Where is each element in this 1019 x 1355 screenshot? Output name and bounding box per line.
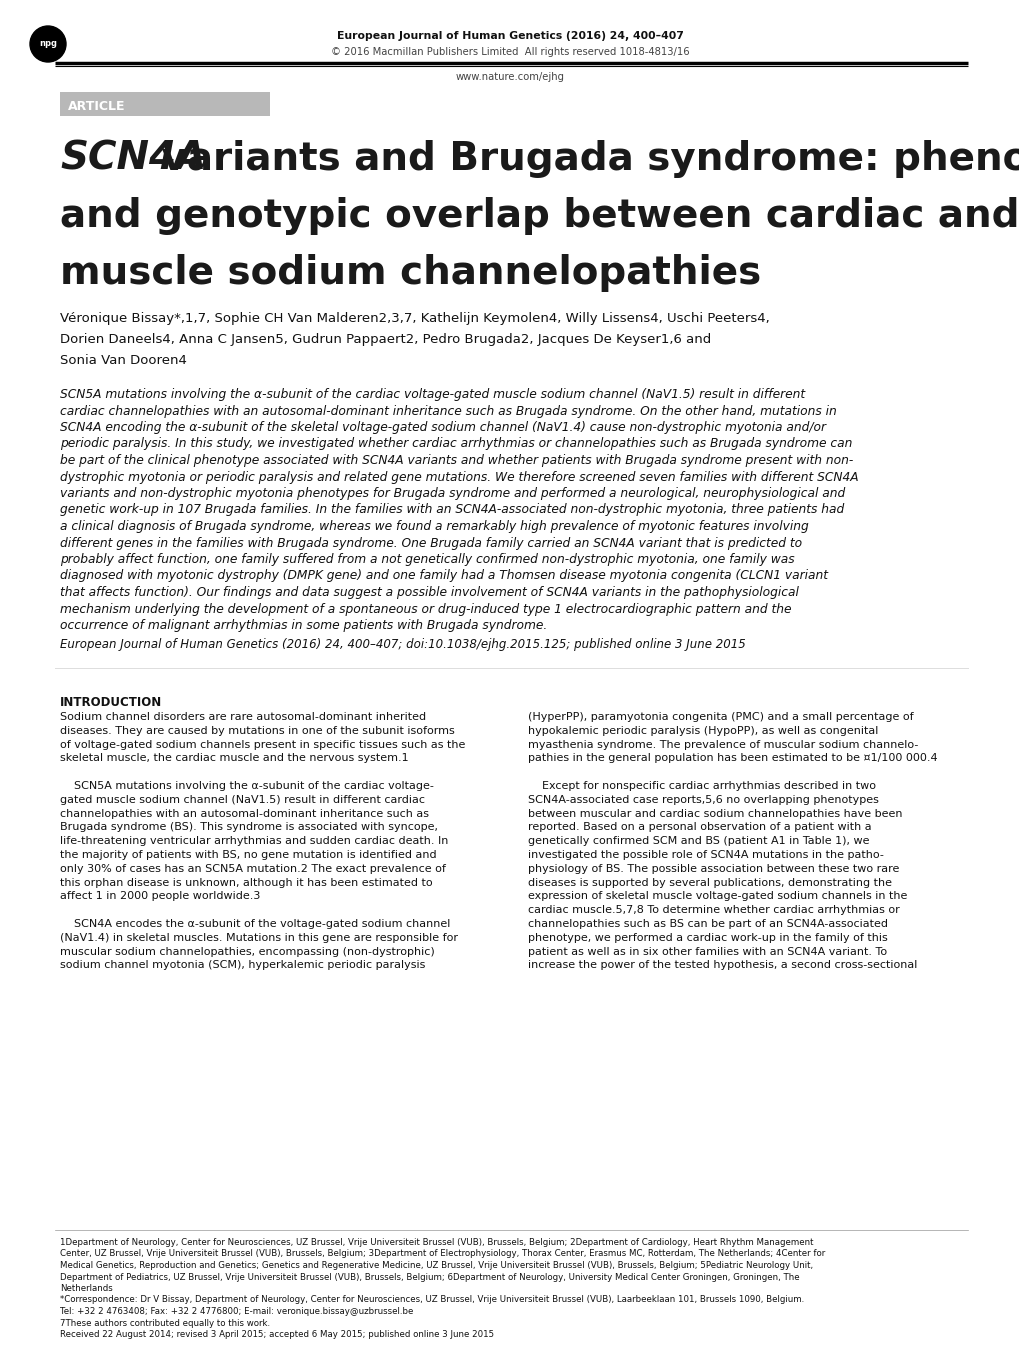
Text: phenotype, we performed a cardiac work-up in the family of this: phenotype, we performed a cardiac work-u… [528, 932, 887, 943]
Text: gated muscle sodium channel (NaV1.5) result in different cardiac: gated muscle sodium channel (NaV1.5) res… [60, 795, 425, 805]
Text: dystrophic myotonia or periodic paralysis and related gene mutations. We therefo: dystrophic myotonia or periodic paralysi… [60, 470, 858, 484]
Text: muscle sodium channelopathies: muscle sodium channelopathies [60, 253, 760, 291]
Text: of voltage-gated sodium channels present in specific tissues such as the: of voltage-gated sodium channels present… [60, 740, 465, 749]
Text: the majority of patients with BS, no gene mutation is identified and: the majority of patients with BS, no gen… [60, 850, 436, 860]
Text: variants and non-dystrophic myotonia phenotypes for Brugada syndrome and perform: variants and non-dystrophic myotonia phe… [60, 486, 845, 500]
Text: that affects function). Our findings and data suggest a possible involvement of : that affects function). Our findings and… [60, 585, 798, 599]
Text: myasthenia syndrome. The prevalence of muscular sodium channelo-: myasthenia syndrome. The prevalence of m… [528, 740, 917, 749]
Text: SCN4A-associated case reports,5,6 no overlapping phenotypes: SCN4A-associated case reports,5,6 no ove… [528, 795, 878, 805]
Text: genetically confirmed SCM and BS (patient A1 in Table 1), we: genetically confirmed SCM and BS (patien… [528, 836, 868, 847]
Text: SCN5A mutations involving the α-subunit of the cardiac voltage-gated muscle sodi: SCN5A mutations involving the α-subunit … [60, 388, 804, 401]
Text: (NaV1.4) in skeletal muscles. Mutations in this gene are responsible for: (NaV1.4) in skeletal muscles. Mutations … [60, 932, 458, 943]
Text: probably affect function, one family suffered from a not genetically confirmed n: probably affect function, one family suf… [60, 553, 794, 566]
Text: increase the power of the tested hypothesis, a second cross-sectional: increase the power of the tested hypothe… [528, 961, 916, 970]
Text: Dorien Daneels4, Anna C Jansen5, Gudrun Pappaert2, Pedro Brugada2, Jacques De Ke: Dorien Daneels4, Anna C Jansen5, Gudrun … [60, 333, 710, 346]
Text: cardiac muscle.5,7,8 To determine whether cardiac arrhythmias or: cardiac muscle.5,7,8 To determine whethe… [528, 905, 899, 915]
Text: affect 1 in 2000 people worldwide.3: affect 1 in 2000 people worldwide.3 [60, 892, 260, 901]
Text: mechanism underlying the development of a spontaneous or drug-induced type 1 ele: mechanism underlying the development of … [60, 603, 791, 615]
Text: Center, UZ Brussel, Vrije Universiteit Brussel (VUB), Brussels, Belgium; 3Depart: Center, UZ Brussel, Vrije Universiteit B… [60, 1249, 824, 1259]
Text: diseases is supported by several publications, demonstrating the: diseases is supported by several publica… [528, 878, 892, 888]
Text: SCN4A encoding the α-subunit of the skeletal voltage-gated sodium channel (NaV1.: SCN4A encoding the α-subunit of the skel… [60, 421, 825, 434]
Text: variants and Brugada syndrome: phenotypic: variants and Brugada syndrome: phenotypi… [148, 140, 1019, 178]
Text: Except for nonspecific cardiac arrhythmias described in two: Except for nonspecific cardiac arrhythmi… [528, 780, 875, 791]
Text: occurrence of malignant arrhythmias in some patients with Brugada syndrome.: occurrence of malignant arrhythmias in s… [60, 619, 547, 631]
Text: expression of skeletal muscle voltage-gated sodium channels in the: expression of skeletal muscle voltage-ga… [528, 892, 907, 901]
Text: cardiac channelopathies with an autosomal-dominant inheritance such as Brugada s: cardiac channelopathies with an autosoma… [60, 405, 836, 417]
Text: Véronique Bissay*,1,7, Sophie CH Van Malderen2,3,7, Kathelijn Keymolen4, Willy L: Véronique Bissay*,1,7, Sophie CH Van Mal… [60, 312, 769, 325]
Text: muscular sodium channelopathies, encompassing (non-dystrophic): muscular sodium channelopathies, encompa… [60, 947, 434, 957]
Text: European Journal of Human Genetics (2016) 24, 400–407; doi:10.1038/ejhg.2015.125: European Journal of Human Genetics (2016… [60, 638, 745, 650]
Text: life-threatening ventricular arrhythmias and sudden cardiac death. In: life-threatening ventricular arrhythmias… [60, 836, 448, 847]
Text: hypokalemic periodic paralysis (HypoPP), as well as congenital: hypokalemic periodic paralysis (HypoPP),… [528, 726, 877, 736]
Text: Tel: +32 2 4763408; Fax: +32 2 4776800; E-mail: veronique.bissay@uzbrussel.be: Tel: +32 2 4763408; Fax: +32 2 4776800; … [60, 1308, 413, 1316]
Text: Sodium channel disorders are rare autosomal-dominant inherited: Sodium channel disorders are rare autoso… [60, 711, 426, 722]
Text: © 2016 Macmillan Publishers Limited  All rights reserved 1018-4813/16: © 2016 Macmillan Publishers Limited All … [330, 47, 689, 57]
Text: ARTICLE: ARTICLE [68, 100, 125, 114]
Text: sodium channel myotonia (SCM), hyperkalemic periodic paralysis: sodium channel myotonia (SCM), hyperkale… [60, 961, 425, 970]
Text: (HyperPP), paramyotonia congenita (PMC) and a small percentage of: (HyperPP), paramyotonia congenita (PMC) … [528, 711, 913, 722]
Text: Sonia Van Dooren4: Sonia Van Dooren4 [60, 354, 186, 367]
Text: be part of the clinical phenotype associated with SCN4A variants and whether pat: be part of the clinical phenotype associ… [60, 454, 853, 467]
Text: investigated the possible role of SCN4A mutations in the patho-: investigated the possible role of SCN4A … [528, 850, 883, 860]
Text: 1Department of Neurology, Center for Neurosciences, UZ Brussel, Vrije Universite: 1Department of Neurology, Center for Neu… [60, 1238, 813, 1247]
Text: SCN4A encodes the α-subunit of the voltage-gated sodium channel: SCN4A encodes the α-subunit of the volta… [60, 919, 450, 930]
Text: channelopathies such as BS can be part of an SCN4A-associated: channelopathies such as BS can be part o… [528, 919, 888, 930]
Text: SCN5A mutations involving the α-subunit of the cardiac voltage-: SCN5A mutations involving the α-subunit … [60, 780, 433, 791]
Text: different genes in the families with Brugada syndrome. One Brugada family carrie: different genes in the families with Bru… [60, 537, 801, 550]
Text: genetic work-up in 107 Brugada families. In the families with an SCN4A-associate: genetic work-up in 107 Brugada families.… [60, 504, 844, 516]
Text: skeletal muscle, the cardiac muscle and the nervous system.1: skeletal muscle, the cardiac muscle and … [60, 753, 409, 763]
Text: INTRODUCTION: INTRODUCTION [60, 696, 162, 709]
Text: and genotypic overlap between cardiac and skeletal: and genotypic overlap between cardiac an… [60, 196, 1019, 234]
Text: this orphan disease is unknown, although it has been estimated to: this orphan disease is unknown, although… [60, 878, 432, 888]
Text: *Correspondence: Dr V Bissay, Department of Neurology, Center for Neurosciences,: *Correspondence: Dr V Bissay, Department… [60, 1295, 803, 1305]
Text: 7These authors contributed equally to this work.: 7These authors contributed equally to th… [60, 1318, 270, 1328]
Text: reported. Based on a personal observation of a patient with a: reported. Based on a personal observatio… [528, 822, 871, 832]
FancyBboxPatch shape [60, 92, 270, 117]
Text: Received 22 August 2014; revised 3 April 2015; accepted 6 May 2015; published on: Received 22 August 2014; revised 3 April… [60, 1331, 493, 1339]
Text: physiology of BS. The possible association between these two rare: physiology of BS. The possible associati… [528, 863, 899, 874]
Text: diagnosed with myotonic dystrophy (DMPK gene) and one family had a Thomsen disea: diagnosed with myotonic dystrophy (DMPK … [60, 569, 827, 583]
Text: Netherlands: Netherlands [60, 1285, 113, 1293]
Text: only 30% of cases has an SCN5A mutation.2 The exact prevalence of: only 30% of cases has an SCN5A mutation.… [60, 863, 445, 874]
Text: between muscular and cardiac sodium channelopathies have been: between muscular and cardiac sodium chan… [528, 809, 902, 818]
Text: Brugada syndrome (BS). This syndrome is associated with syncope,: Brugada syndrome (BS). This syndrome is … [60, 822, 437, 832]
Text: a clinical diagnosis of Brugada syndrome, whereas we found a remarkably high pre: a clinical diagnosis of Brugada syndrome… [60, 520, 808, 533]
Circle shape [30, 26, 66, 62]
Text: npg: npg [39, 39, 57, 49]
Text: Department of Pediatrics, UZ Brussel, Vrije Universiteit Brussel (VUB), Brussels: Department of Pediatrics, UZ Brussel, Vr… [60, 1272, 799, 1282]
Text: periodic paralysis. In this study, we investigated whether cardiac arrhythmias o: periodic paralysis. In this study, we in… [60, 438, 852, 450]
Text: www.nature.com/ejhg: www.nature.com/ejhg [455, 72, 564, 83]
Text: pathies in the general population has been estimated to be ¤1/100 000.4: pathies in the general population has be… [528, 753, 936, 763]
Text: Medical Genetics, Reproduction and Genetics; Genetics and Regenerative Medicine,: Medical Genetics, Reproduction and Genet… [60, 1262, 812, 1270]
Text: European Journal of Human Genetics (2016) 24, 400–407: European Journal of Human Genetics (2016… [336, 31, 683, 41]
Text: diseases. They are caused by mutations in one of the subunit isoforms: diseases. They are caused by mutations i… [60, 726, 454, 736]
Text: patient as well as in six other families with an SCN4A variant. To: patient as well as in six other families… [528, 947, 887, 957]
Text: SCN4A: SCN4A [60, 140, 206, 178]
Text: channelopathies with an autosomal-dominant inheritance such as: channelopathies with an autosomal-domina… [60, 809, 429, 818]
